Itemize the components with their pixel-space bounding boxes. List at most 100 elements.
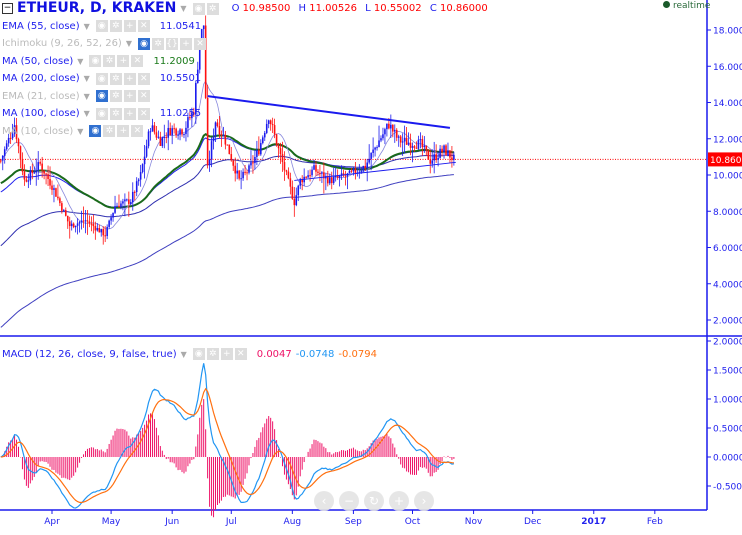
candle-body bbox=[157, 136, 160, 138]
candle-body bbox=[260, 143, 262, 155]
braces-icon[interactable]: {} bbox=[166, 37, 178, 50]
eye-icon[interactable]: ◉ bbox=[95, 20, 108, 33]
close-icon[interactable]: ✕ bbox=[137, 107, 150, 120]
indicator-value: 11.0541 bbox=[159, 20, 202, 32]
plus-icon[interactable]: + bbox=[123, 107, 136, 120]
close-icon[interactable]: ✕ bbox=[137, 20, 150, 33]
gear-icon[interactable]: ✲ bbox=[109, 90, 122, 103]
indicator-name[interactable]: MA (10, close) bbox=[2, 125, 74, 137]
indicator-name[interactable]: MA (200, close) bbox=[2, 73, 80, 85]
chevron-down-icon[interactable]: ▼ bbox=[77, 126, 84, 136]
candle-body bbox=[453, 154, 455, 160]
close-icon[interactable]: ✕ bbox=[137, 72, 150, 85]
candle-body bbox=[240, 178, 242, 180]
chevron-down-icon[interactable]: ▼ bbox=[180, 4, 187, 14]
indicator-name[interactable]: EMA (55, close) bbox=[2, 20, 80, 32]
gear-icon[interactable]: ✲ bbox=[152, 37, 164, 50]
candle-body bbox=[7, 137, 10, 144]
candle-body bbox=[165, 136, 168, 138]
macd-tick-label: 1.0000 bbox=[713, 396, 742, 406]
candle-body bbox=[244, 171, 246, 173]
candle-body bbox=[352, 168, 355, 172]
candle-body bbox=[289, 178, 292, 187]
reset-button[interactable]: ↻ bbox=[364, 491, 384, 511]
candle-body bbox=[202, 25, 205, 30]
gear-icon[interactable]: ✲ bbox=[109, 20, 122, 33]
gear-icon[interactable]: ✲ bbox=[103, 55, 116, 68]
chevron-down-icon[interactable]: ▼ bbox=[83, 74, 90, 84]
close-icon[interactable]: ✕ bbox=[131, 55, 144, 68]
trendline bbox=[207, 95, 451, 129]
candle-body bbox=[421, 139, 424, 148]
candle-body bbox=[84, 220, 87, 222]
indicator-name[interactable]: Ichimoku (9, 26, 52, 26) bbox=[2, 38, 122, 50]
candle-body bbox=[70, 223, 73, 227]
macd-tick-label: 0.5000 bbox=[713, 425, 742, 435]
plus-icon[interactable]: + bbox=[117, 55, 130, 68]
chevron-down-icon[interactable]: ▼ bbox=[83, 109, 90, 119]
macd-name[interactable]: MACD (12, 26, close, 9, false, true) bbox=[2, 348, 177, 360]
last-price-badge bbox=[708, 152, 742, 167]
close-icon[interactable]: ✕ bbox=[234, 348, 247, 360]
collapse-button[interactable]: − bbox=[2, 3, 13, 15]
chevron-down-icon[interactable]: ▼ bbox=[83, 21, 90, 31]
candle-body bbox=[200, 29, 203, 43]
close-icon[interactable]: ✕ bbox=[137, 90, 150, 103]
zoom-in-button[interactable]: + bbox=[389, 491, 409, 511]
candle-body bbox=[96, 228, 99, 231]
indicator-name[interactable]: MA (50, close) bbox=[2, 55, 74, 67]
eye-icon[interactable]: ◉ bbox=[95, 90, 108, 103]
candle-body bbox=[187, 117, 189, 128]
candle-body bbox=[171, 128, 173, 136]
plus-icon[interactable]: + bbox=[123, 72, 136, 85]
candle-body bbox=[25, 179, 28, 182]
candle-body bbox=[388, 123, 390, 129]
gear-icon[interactable]: ✲ bbox=[103, 125, 116, 138]
candle-body bbox=[405, 137, 408, 145]
candle-body bbox=[212, 136, 215, 142]
chevron-down-icon[interactable]: ▼ bbox=[77, 56, 84, 66]
candle-body bbox=[305, 176, 307, 178]
candle-body bbox=[104, 235, 106, 237]
gear-icon[interactable]: ✲ bbox=[206, 348, 219, 360]
eye-icon[interactable]: ◉ bbox=[95, 107, 108, 120]
candle-body bbox=[88, 221, 91, 224]
chevron-down-icon[interactable]: ▼ bbox=[125, 39, 132, 49]
plus-icon[interactable]: + bbox=[123, 20, 136, 33]
close-icon[interactable]: ✕ bbox=[194, 37, 206, 50]
plus-icon[interactable]: + bbox=[180, 37, 192, 50]
symbol-title[interactable]: ETHEUR, D, KRAKEN bbox=[17, 0, 177, 17]
candle-body bbox=[98, 228, 101, 233]
plus-icon[interactable]: + bbox=[123, 90, 136, 103]
eye-icon[interactable]: ◉ bbox=[95, 72, 108, 85]
candle-body bbox=[181, 129, 183, 135]
zoom-out-button[interactable]: − bbox=[339, 491, 359, 511]
gear-icon[interactable]: ✲ bbox=[109, 107, 122, 120]
time-tick-label: Sep bbox=[345, 517, 362, 527]
gear-icon[interactable]: ✲ bbox=[109, 72, 122, 85]
eye-icon[interactable]: ◉ bbox=[138, 37, 150, 50]
candle-body bbox=[293, 198, 296, 206]
time-tick-label: 2017 bbox=[581, 517, 606, 527]
candle-body bbox=[362, 165, 365, 171]
eye-icon[interactable]: ◉ bbox=[89, 125, 102, 138]
plus-icon[interactable]: + bbox=[220, 348, 233, 360]
gear-icon[interactable]: ✲ bbox=[206, 2, 219, 15]
close-icon[interactable]: ✕ bbox=[131, 125, 144, 138]
eye-icon[interactable]: ◉ bbox=[89, 55, 102, 68]
candle-body bbox=[360, 170, 363, 172]
ma-200-line bbox=[0, 174, 454, 328]
plus-icon[interactable]: + bbox=[117, 125, 130, 138]
candle-body bbox=[301, 178, 303, 183]
candle-body bbox=[370, 152, 372, 159]
chevron-down-icon[interactable]: ▼ bbox=[83, 91, 90, 101]
eye-icon[interactable]: ◉ bbox=[192, 2, 205, 15]
scroll-right-button[interactable]: › bbox=[414, 491, 434, 511]
indicator-name[interactable]: MA (100, close) bbox=[2, 108, 80, 120]
chevron-down-icon[interactable]: ▼ bbox=[180, 349, 187, 359]
candle-body bbox=[23, 171, 26, 180]
eye-icon[interactable]: ◉ bbox=[192, 348, 205, 360]
indicator-name[interactable]: EMA (21, close) bbox=[2, 90, 80, 102]
scroll-left-button[interactable]: ‹ bbox=[314, 491, 334, 511]
